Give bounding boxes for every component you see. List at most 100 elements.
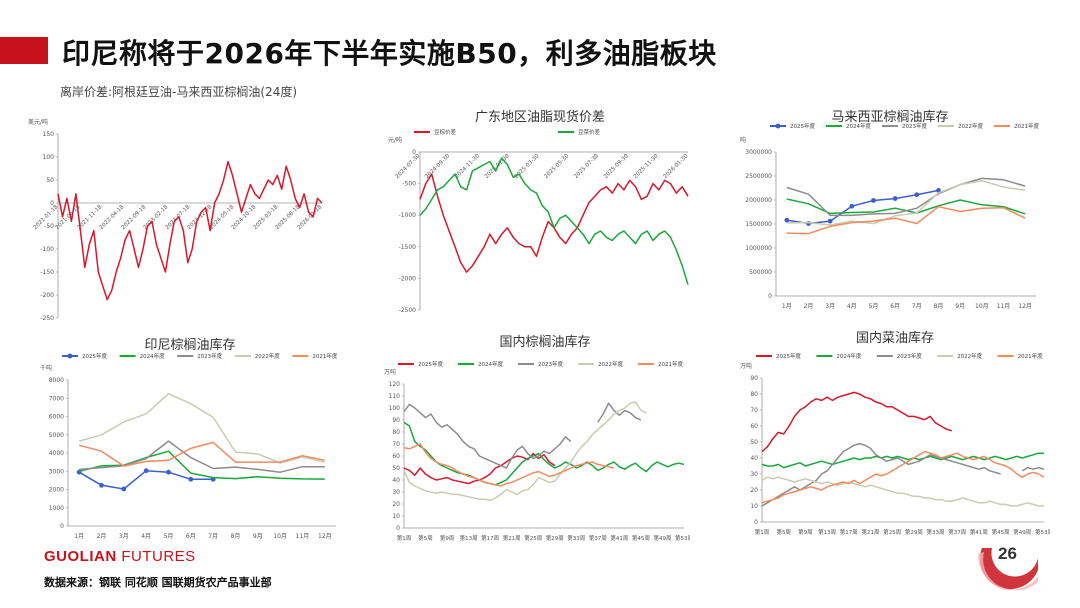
x-tick-label: 9月 xyxy=(253,533,263,540)
x-tick-label: 4月 xyxy=(141,533,151,540)
series-line xyxy=(761,452,1044,469)
chart-indonesia-palm-stock: 千吨 0 1000 2000 3000 4000 5000 6000 7000 8000 1月 2月 3… xyxy=(40,352,338,540)
brand-logo: GUOLIAN FUTURES xyxy=(44,548,196,565)
y-tick-label: 0 xyxy=(412,149,416,156)
x-tick-label: 第45周 xyxy=(632,534,650,542)
x-tick-label: 1月 xyxy=(74,533,84,540)
x-tick-label: 第37周 xyxy=(589,534,607,542)
legend-label: 2022年度 xyxy=(598,360,623,368)
y-tick-label: 6000 xyxy=(49,414,64,421)
series-line xyxy=(761,391,953,453)
series-line xyxy=(79,441,325,467)
title-accent-bar xyxy=(0,37,48,64)
y-tick-label: 30 xyxy=(750,471,758,478)
y-tick-label: -2500 xyxy=(399,307,417,314)
series-line xyxy=(761,450,1045,504)
legend-label: 2023年度 xyxy=(902,122,927,130)
x-tick-label: 9月 xyxy=(955,303,965,310)
x-tick-label: 第1周 xyxy=(397,534,412,542)
legend-marker xyxy=(67,353,73,359)
x-tick-label: 第9周 xyxy=(440,534,455,542)
series-line xyxy=(78,392,325,464)
series-line xyxy=(57,160,323,301)
y-tick-label: 0 xyxy=(50,200,54,207)
series-line xyxy=(403,402,642,469)
x-tick-label: 第5周 xyxy=(776,528,791,536)
y-tick-label: -500 xyxy=(402,181,416,188)
y-tick-label: 2000000 xyxy=(745,197,772,204)
series-line xyxy=(403,443,615,487)
y-tick-label: 70 xyxy=(392,441,400,448)
data-point xyxy=(166,469,171,475)
legend-label: 2024年度 xyxy=(836,352,861,360)
x-tick-label: 1月 xyxy=(782,303,792,310)
x-tick-label: 2024-07-30 xyxy=(395,153,422,180)
series-line xyxy=(403,401,647,502)
legend-label: 2024年度 xyxy=(846,122,871,130)
x-tick-label: 12月 xyxy=(1018,303,1032,310)
x-tick-label: 2024-11-30 xyxy=(454,153,481,180)
y-tick-label: 0 xyxy=(396,525,400,532)
x-tick-label: 11月 xyxy=(997,303,1011,310)
x-tick-label: 第29周 xyxy=(546,534,564,542)
y-tick-label: 2000 xyxy=(49,487,64,494)
x-tick-label: 8月 xyxy=(231,533,241,540)
series-line xyxy=(786,180,1026,226)
x-tick-label: 第53周 xyxy=(1035,528,1050,536)
y-tick-label: -50 xyxy=(44,223,54,230)
x-tick-label: 第5周 xyxy=(418,534,433,542)
x-tick-label: 10月 xyxy=(975,303,989,310)
x-tick-label: 2024-09-30 xyxy=(424,153,451,180)
legend-label: 2022年度 xyxy=(958,122,983,130)
x-tick-label: 2025-11-30 xyxy=(633,153,660,180)
chart6-title: 国内菜油库存 xyxy=(855,331,935,346)
x-tick-label: 第17周 xyxy=(840,528,858,536)
series-line xyxy=(79,440,325,473)
series-line xyxy=(761,442,1045,507)
x-tick-label: 第21周 xyxy=(503,534,521,542)
x-tick-label: 7月 xyxy=(912,303,922,310)
y-unit-label: 元/吨 xyxy=(388,136,402,144)
y-tick-label: 60 xyxy=(750,423,758,430)
data-source-note: 数据来源：钢联 同花顺 国联期货农产品事业部 xyxy=(44,576,272,589)
series-line xyxy=(786,205,1026,235)
x-tick-label: 5月 xyxy=(164,533,174,540)
legend-label: 豆菜价差 xyxy=(578,128,601,136)
legend-label: 豆棕价差 xyxy=(434,128,457,136)
y-tick-label: 20 xyxy=(750,487,758,494)
x-tick-label: 3月 xyxy=(825,303,835,310)
data-point xyxy=(784,217,790,223)
series-line xyxy=(403,421,685,486)
y-tick-label: 0 xyxy=(768,293,772,300)
data-point xyxy=(892,196,898,201)
x-tick-label: 第53周 xyxy=(675,534,690,542)
y-tick-label: 90 xyxy=(750,375,758,382)
chart4-title: 印尼棕榈油库存 xyxy=(144,338,236,353)
x-tick-label: 4月 xyxy=(847,303,857,310)
x-tick-label: 第33周 xyxy=(927,528,945,536)
x-tick-label: 5月 xyxy=(869,303,879,310)
y-tick-label: -100 xyxy=(40,246,54,253)
x-tick-label: 11月 xyxy=(296,533,310,540)
data-point xyxy=(871,198,876,203)
chart2-title: 广东地区油脂现货价差 xyxy=(474,110,606,125)
x-tick-label: 2月 xyxy=(804,303,814,310)
legend-label: 2025年度 xyxy=(790,122,815,130)
x-tick-label: 12月 xyxy=(318,533,332,540)
page-number: 26 xyxy=(998,544,1017,563)
y-tick-label: -200 xyxy=(40,292,54,299)
x-tick-label: 10月 xyxy=(273,533,287,540)
y-tick-label: 70 xyxy=(750,407,758,414)
legend-label: 2021年度 xyxy=(658,360,683,368)
y-tick-label: 1500000 xyxy=(745,221,772,228)
y-tick-label: 0 xyxy=(754,519,758,526)
x-tick-label: 第33周 xyxy=(567,534,585,542)
data-point xyxy=(914,192,920,198)
y-tick-label: 2500000 xyxy=(745,173,772,180)
y-tick-label: 80 xyxy=(392,429,400,436)
x-tick-label: 2025-03-30 xyxy=(514,153,541,180)
legend-label: 2021年度 xyxy=(1014,122,1039,130)
x-tick-label: 第21周 xyxy=(861,528,879,536)
